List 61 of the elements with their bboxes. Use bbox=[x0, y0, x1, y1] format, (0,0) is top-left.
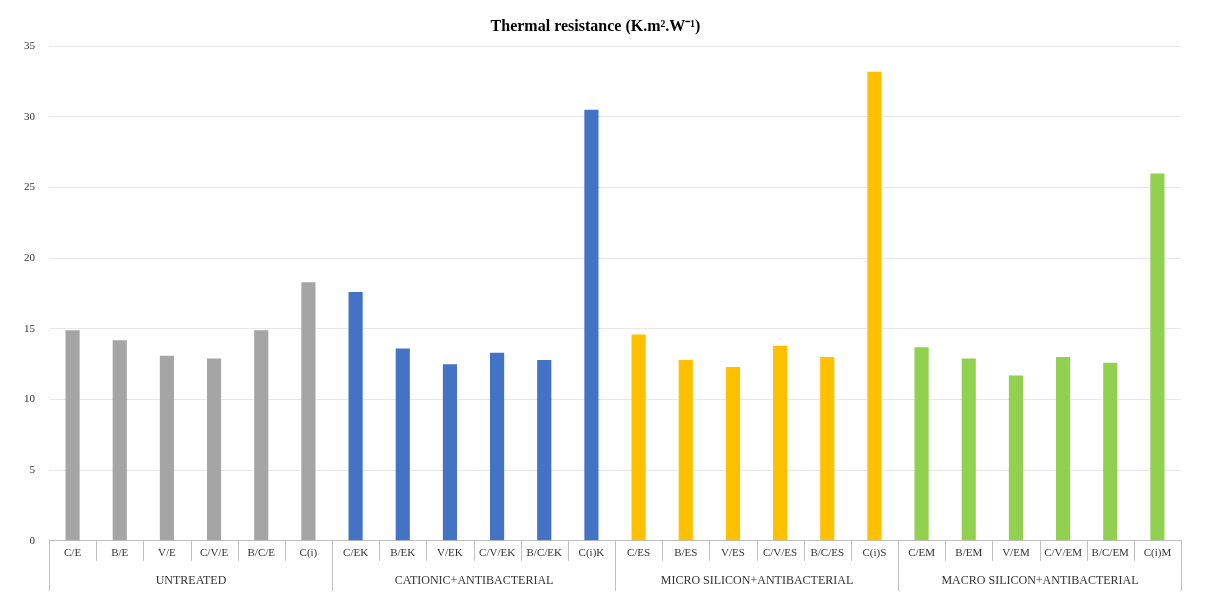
y-tick-label: 15 bbox=[24, 321, 36, 334]
x-tick-label: B/EK bbox=[390, 546, 416, 559]
bar bbox=[961, 358, 976, 541]
y-tick-label: 10 bbox=[24, 392, 36, 405]
x-tick-label: C/V/E bbox=[200, 546, 229, 559]
x-tick-label: C(i)M bbox=[1143, 546, 1172, 560]
x-tick-label: V/ES bbox=[720, 546, 745, 559]
bar bbox=[678, 359, 693, 541]
x-tick-label: V/EM bbox=[1002, 546, 1030, 559]
x-tick-label: C/V/ES bbox=[762, 546, 798, 559]
x-tick-label: B/EM bbox=[955, 546, 983, 559]
y-tick-label: 35 bbox=[24, 39, 36, 52]
bar bbox=[490, 352, 505, 541]
bar bbox=[820, 357, 835, 541]
text: MICRO SILICON+ANTIBACTERIAL bbox=[660, 572, 854, 587]
x-tick-label: B/E bbox=[111, 546, 129, 559]
x-tick-label: C/V/EK bbox=[479, 546, 516, 559]
x-tick-label: B/C/ES bbox=[810, 546, 845, 559]
x-tick-label: C(i)S bbox=[862, 546, 887, 560]
text: CATIONIC+ANTIBACTERIAL bbox=[394, 572, 554, 587]
bar bbox=[207, 358, 222, 541]
y-tick-label: 25 bbox=[24, 180, 36, 193]
bar bbox=[725, 366, 740, 541]
y-tick-label: 20 bbox=[24, 251, 36, 264]
x-tick-label: B/ES bbox=[674, 546, 698, 559]
bar bbox=[584, 109, 599, 541]
x-tick-label: C(i)K bbox=[578, 546, 605, 560]
x-tick-label: V/EK bbox=[437, 546, 463, 559]
chart-title: Thermal resistance (K.m².W⁻¹) bbox=[490, 16, 701, 35]
x-tick-label: C/EM bbox=[908, 546, 936, 559]
bar bbox=[867, 71, 882, 541]
bar bbox=[1150, 173, 1165, 541]
bar bbox=[112, 340, 127, 541]
x-tick-label: C/ES bbox=[626, 546, 651, 559]
x-tick-label: B/C/EM bbox=[1091, 546, 1130, 559]
x-tick-label: C/EK bbox=[343, 546, 369, 559]
bar bbox=[537, 359, 552, 541]
bar bbox=[159, 355, 174, 541]
bar bbox=[631, 334, 646, 541]
bar bbox=[254, 330, 269, 541]
bar bbox=[1056, 357, 1071, 541]
bar bbox=[395, 348, 410, 541]
text: MACRO SILICON+ANTIBACTERIAL bbox=[941, 572, 1139, 587]
bar bbox=[301, 282, 316, 541]
bar bbox=[1008, 375, 1023, 541]
y-tick-label: 5 bbox=[29, 463, 36, 476]
x-tick-label: V/E bbox=[158, 546, 177, 559]
x-tick-label: C/E bbox=[64, 546, 82, 559]
bar bbox=[1103, 362, 1118, 541]
x-tick-label: C/V/EM bbox=[1044, 546, 1083, 559]
bar bbox=[65, 330, 80, 541]
y-tick-label: 30 bbox=[24, 109, 36, 122]
x-tick-label: B/C/E bbox=[247, 546, 276, 559]
x-tick-label: C(i) bbox=[299, 546, 318, 560]
bar bbox=[442, 364, 457, 541]
bar bbox=[773, 345, 788, 541]
bar bbox=[914, 347, 929, 541]
x-tick-label: B/C/EK bbox=[526, 546, 563, 559]
bar bbox=[348, 292, 363, 541]
y-tick-label: 0 bbox=[29, 533, 36, 546]
text: UNTREATED bbox=[155, 572, 227, 587]
